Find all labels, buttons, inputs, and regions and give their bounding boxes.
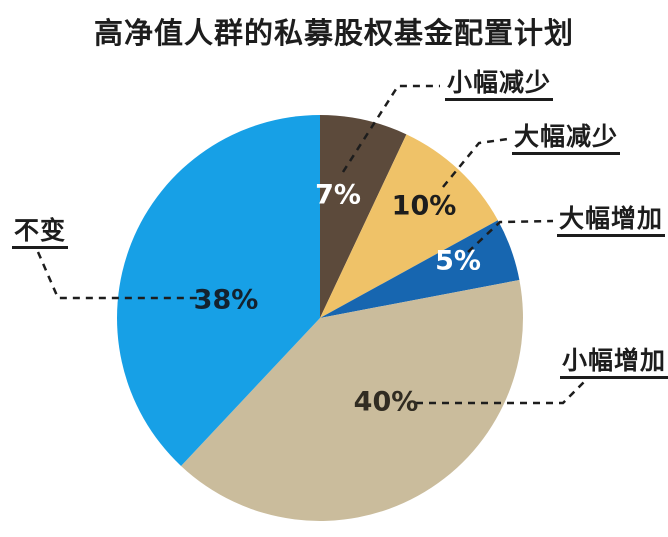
leader-line-unchanged [36, 251, 200, 300]
pie-slice-unchanged [117, 115, 320, 466]
pct-label-unchanged: 38% [193, 284, 259, 316]
leader-line-small-decrease [341, 84, 440, 173]
pct-label-small-decrease: 7% [315, 179, 361, 211]
category-label-small-decrease: 小幅减少 [445, 70, 554, 101]
pie-slices [117, 115, 523, 521]
leader-line-large-increase [467, 219, 554, 253]
pct-label-small-increase: 40% [353, 386, 419, 418]
pct-label-large-decrease: 10% [391, 190, 457, 222]
pie-slice-large-decrease [320, 134, 498, 318]
pie-slice-small-increase [181, 279, 523, 521]
leader-line-large-decrease [442, 137, 509, 188]
pie-slice-small-decrease [320, 115, 407, 318]
category-label-large-decrease: 大幅减少 [512, 124, 621, 155]
pct-label-large-increase: 5% [435, 245, 481, 277]
leader-line-small-increase [416, 381, 585, 405]
category-label-unchanged: 不变 [12, 218, 69, 249]
pie-slice-large-increase [320, 220, 520, 318]
chart-title: 高净值人群的私募股权基金配置计划 [93, 16, 574, 50]
category-label-small-increase: 小幅增加 [560, 348, 668, 379]
category-label-large-increase: 大幅增加 [557, 206, 666, 237]
